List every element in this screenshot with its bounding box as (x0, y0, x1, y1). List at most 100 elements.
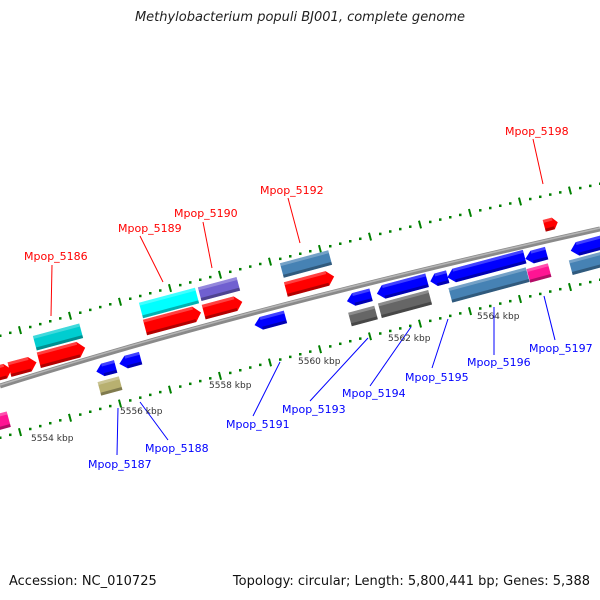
tick-mark (89, 308, 92, 312)
gene-feature[interactable] (448, 267, 530, 303)
tick-mark (139, 294, 142, 298)
tick-mark (417, 220, 423, 229)
tick-mark (9, 433, 12, 437)
tick-mark (539, 195, 542, 199)
gene-label[interactable]: Mpop_5188 (145, 442, 209, 455)
gene-feature[interactable] (524, 246, 549, 265)
scale-label: 5562 kbp (388, 334, 431, 344)
gene-label[interactable]: Mpop_5190 (174, 207, 238, 220)
gene-feature[interactable] (97, 376, 123, 396)
tick-mark (49, 421, 52, 425)
gene-feature[interactable] (377, 290, 433, 318)
tick-mark (439, 218, 442, 221)
scale-ticks (0, 182, 600, 439)
tick-mark (467, 208, 473, 217)
tick-mark (567, 186, 573, 195)
accession-text: Accession: NC_010725 (9, 574, 157, 589)
gene-label[interactable]: Mpop_5195 (405, 371, 469, 384)
callout-line (287, 197, 301, 244)
scale-label: 5564 kbp (477, 312, 520, 322)
gene-label[interactable]: Mpop_5187 (88, 458, 152, 471)
gene-label[interactable]: Mpop_5193 (282, 403, 346, 416)
tick-mark (159, 390, 162, 394)
gene-feature[interactable] (345, 288, 373, 307)
gene-feature[interactable] (0, 362, 14, 382)
gene-label[interactable]: Mpop_5186 (24, 250, 88, 263)
tick-mark (209, 275, 212, 279)
gene-feature[interactable] (526, 263, 552, 283)
gene-feature[interactable] (446, 249, 527, 284)
gene-feature[interactable] (32, 323, 84, 351)
tick-mark (229, 371, 232, 375)
tick-mark (267, 257, 273, 266)
tick-mark (239, 368, 242, 372)
gene-feature[interactable] (197, 277, 241, 301)
tick-mark (567, 282, 573, 292)
gene-label[interactable]: Mpop_5191 (226, 418, 290, 431)
tick-mark (117, 297, 123, 306)
callout-line (309, 337, 369, 402)
tick-mark (179, 283, 182, 287)
gene-label[interactable]: Mpop_5192 (260, 184, 324, 197)
tick-mark (279, 257, 282, 261)
gene-feature[interactable] (142, 305, 203, 336)
tick-mark (239, 267, 242, 271)
gene-feature[interactable] (201, 295, 245, 320)
tick-mark (429, 319, 432, 323)
gene-feature[interactable] (542, 216, 560, 232)
gene-label[interactable]: Mpop_5189 (118, 222, 182, 235)
gene-feature[interactable] (375, 273, 429, 301)
tick-mark (279, 358, 282, 361)
gene-label[interactable]: Mpop_5194 (342, 387, 406, 400)
tick-mark (259, 262, 262, 266)
tick-mark (117, 399, 123, 408)
gene-label[interactable]: Mpop_5196 (467, 356, 531, 369)
gene-feature[interactable] (36, 340, 88, 368)
callout-line (50, 264, 53, 317)
tick-mark (409, 225, 412, 228)
gene-feature[interactable] (253, 310, 288, 332)
tick-mark (0, 436, 2, 439)
gene-feature[interactable] (568, 249, 600, 275)
gene-feature[interactable] (138, 287, 200, 319)
tick-mark (29, 427, 32, 431)
tick-mark (517, 197, 523, 206)
gene-feature[interactable] (279, 250, 333, 278)
gene-feature[interactable] (348, 305, 378, 327)
tick-mark (349, 339, 352, 343)
tick-mark (167, 283, 173, 293)
tick-mark (549, 193, 552, 196)
tick-mark (189, 382, 192, 386)
gene-feature[interactable] (0, 411, 11, 431)
tick-mark (167, 385, 173, 394)
gene-feature[interactable] (95, 360, 118, 378)
gene-label[interactable]: Mpop_5198 (505, 125, 569, 138)
tick-mark (259, 363, 262, 367)
tick-mark (109, 303, 112, 306)
gene-labels: Mpop_5186 Mpop_5189 Mpop_5190 Mpop_5192 Mpop… (24, 125, 593, 471)
gene-label[interactable]: Mpop_5197 (529, 342, 593, 355)
gene-feature[interactable] (569, 232, 600, 258)
callout-line (202, 221, 213, 269)
tick-mark (149, 292, 152, 295)
tick-mark (209, 377, 212, 380)
tick-mark (159, 289, 162, 292)
callout-line (543, 295, 556, 341)
tick-mark (289, 255, 292, 258)
tick-mark (149, 393, 152, 397)
tick-mark (217, 371, 223, 381)
scale-label: 5558 kbp (209, 381, 252, 391)
tick-mark (529, 197, 532, 201)
tick-mark (329, 345, 332, 348)
gene-feature[interactable] (429, 270, 450, 287)
tick-mark (517, 294, 523, 304)
gene-feature[interactable] (283, 269, 336, 297)
tick-mark (349, 240, 352, 243)
tick-mark (367, 332, 373, 341)
tick-mark (459, 312, 462, 315)
tick-mark (59, 419, 62, 422)
gene-feature[interactable] (7, 355, 39, 377)
gene-feature[interactable] (118, 351, 143, 370)
tick-mark (479, 209, 482, 212)
tick-mark (499, 302, 502, 305)
